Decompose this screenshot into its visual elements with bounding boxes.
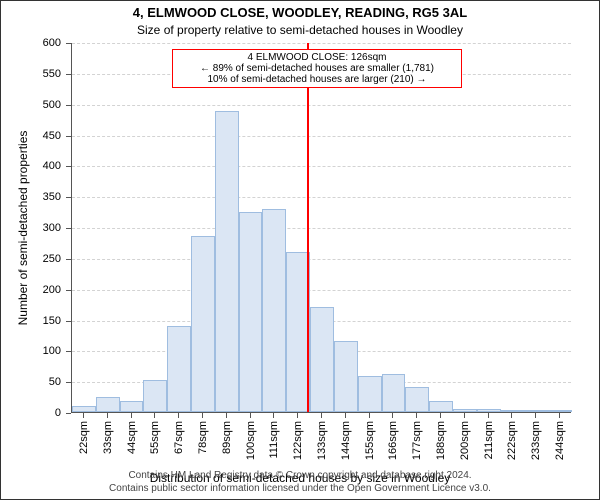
- chart-title-main: 4, ELMWOOD CLOSE, WOODLEY, READING, RG5 …: [1, 5, 599, 20]
- x-tick-label: 233sqm: [530, 421, 542, 460]
- x-tick-mark: [345, 413, 346, 418]
- y-tick-label: 150: [1, 315, 61, 327]
- histogram-bar: [548, 410, 572, 412]
- y-tick-label: 600: [1, 37, 61, 49]
- y-tick-label: 400: [1, 160, 61, 172]
- histogram-bar: [358, 376, 382, 412]
- y-tick-label: 450: [1, 130, 61, 142]
- x-tick-label: 89sqm: [221, 421, 233, 454]
- histogram-bar: [453, 409, 477, 412]
- x-tick-label: 44sqm: [126, 421, 138, 454]
- x-tick-label: 177sqm: [411, 421, 423, 460]
- chart-title-sub: Size of property relative to semi-detach…: [1, 23, 599, 37]
- histogram-bar: [167, 326, 191, 412]
- y-tick-label: 0: [1, 407, 61, 419]
- histogram-bar: [191, 236, 215, 412]
- histogram-bar: [120, 401, 144, 412]
- footer: Contains HM Land Registry data © Crown c…: [1, 470, 599, 495]
- histogram-bar: [143, 380, 167, 412]
- x-tick-mark: [535, 413, 536, 418]
- x-tick-label: 100sqm: [245, 421, 257, 460]
- gridline: [72, 166, 571, 167]
- x-tick-label: 244sqm: [554, 421, 566, 460]
- gridline: [72, 259, 571, 260]
- x-tick-mark: [250, 413, 251, 418]
- y-tick-label: 100: [1, 345, 61, 357]
- x-tick-mark: [273, 413, 274, 418]
- x-tick-label: 155sqm: [364, 421, 376, 460]
- histogram-bar: [310, 307, 334, 412]
- x-tick-label: 122sqm: [292, 421, 304, 460]
- x-tick-mark: [559, 413, 560, 418]
- y-tick-label: 250: [1, 253, 61, 265]
- x-tick-mark: [392, 413, 393, 418]
- histogram-bar: [72, 406, 96, 412]
- y-tick-label: 50: [1, 376, 61, 388]
- x-tick-mark: [226, 413, 227, 418]
- histogram-bar: [477, 409, 501, 412]
- x-tick-label: 33sqm: [102, 421, 114, 454]
- chart-container: 4, ELMWOOD CLOSE, WOODLEY, READING, RG5 …: [0, 0, 600, 500]
- histogram-bar: [215, 111, 239, 412]
- x-tick-label: 55sqm: [149, 421, 161, 454]
- histogram-bar: [382, 374, 406, 412]
- x-tick-mark: [416, 413, 417, 418]
- histogram-bar: [405, 387, 429, 412]
- x-tick-mark: [178, 413, 179, 418]
- annotation-line: ← 89% of semi-detached houses are smalle…: [177, 63, 457, 74]
- gridline: [72, 290, 571, 291]
- y-tick-label: 550: [1, 68, 61, 80]
- x-tick-mark: [321, 413, 322, 418]
- x-tick-mark: [511, 413, 512, 418]
- histogram-bar: [262, 209, 286, 413]
- x-tick-label: 188sqm: [435, 421, 447, 460]
- footer-line: Contains public sector information licen…: [1, 483, 599, 496]
- x-tick-mark: [107, 413, 108, 418]
- x-tick-mark: [464, 413, 465, 418]
- x-tick-label: 200sqm: [459, 421, 471, 460]
- gridline: [72, 136, 571, 137]
- gridline: [72, 105, 571, 106]
- subject-annotation-box: 4 ELMWOOD CLOSE: 126sqm← 89% of semi-det…: [172, 49, 462, 88]
- annotation-line: 10% of semi-detached houses are larger (…: [177, 74, 457, 85]
- subject-property-marker: [307, 43, 309, 412]
- x-tick-label: 166sqm: [387, 421, 399, 460]
- x-tick-label: 22sqm: [78, 421, 90, 454]
- histogram-bar: [429, 401, 453, 412]
- y-tick-label: 350: [1, 191, 61, 203]
- gridline: [72, 197, 571, 198]
- y-tick-label: 300: [1, 222, 61, 234]
- x-tick-mark: [131, 413, 132, 418]
- x-tick-mark: [440, 413, 441, 418]
- histogram-bar: [334, 341, 358, 412]
- x-tick-mark: [83, 413, 84, 418]
- histogram-bar: [96, 397, 120, 412]
- gridline: [72, 43, 571, 44]
- x-tick-label: 144sqm: [340, 421, 352, 460]
- x-tick-label: 133sqm: [316, 421, 328, 460]
- histogram-bar: [524, 410, 548, 412]
- x-tick-mark: [488, 413, 489, 418]
- x-tick-mark: [154, 413, 155, 418]
- annotation-line: 4 ELMWOOD CLOSE: 126sqm: [177, 52, 457, 63]
- x-tick-label: 211sqm: [483, 421, 495, 459]
- footer-line: Contains HM Land Registry data © Crown c…: [1, 470, 599, 483]
- x-tick-label: 111sqm: [268, 421, 280, 459]
- gridline: [72, 228, 571, 229]
- x-tick-label: 67sqm: [173, 421, 185, 454]
- histogram-bar: [501, 410, 525, 412]
- x-tick-mark: [297, 413, 298, 418]
- x-tick-mark: [202, 413, 203, 418]
- x-tick-label: 222sqm: [506, 421, 518, 460]
- plot-area: 4 ELMWOOD CLOSE: 126sqm← 89% of semi-det…: [71, 43, 571, 413]
- x-tick-label: 78sqm: [197, 421, 209, 454]
- y-tick-label: 200: [1, 284, 61, 296]
- y-tick-mark: [66, 413, 71, 414]
- y-tick-label: 500: [1, 99, 61, 111]
- histogram-bar: [239, 212, 263, 412]
- x-tick-mark: [369, 413, 370, 418]
